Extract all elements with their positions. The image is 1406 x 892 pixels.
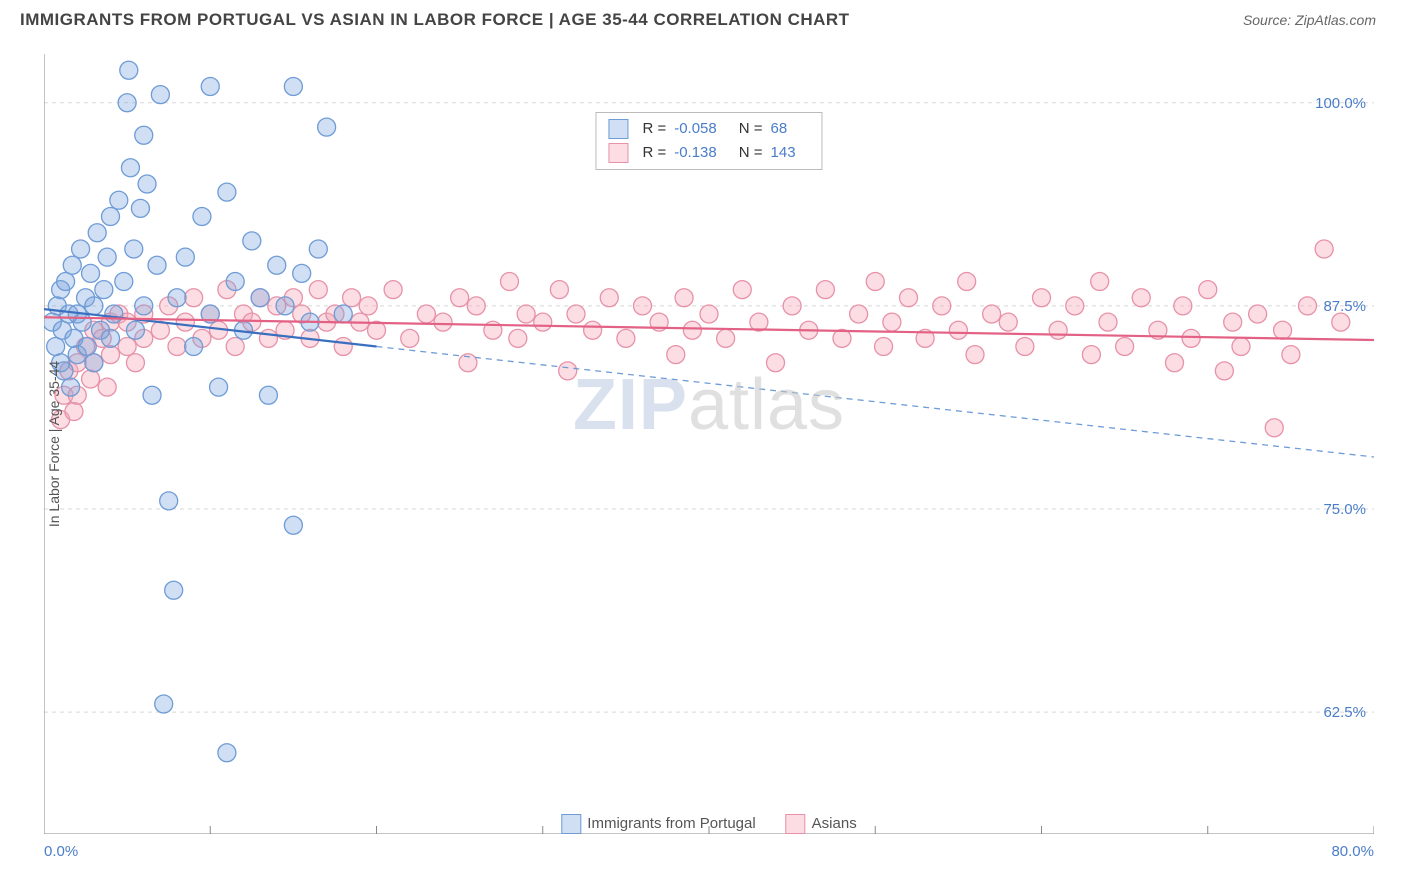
y-axis-label: In Labor Force | Age 35-44 <box>46 361 62 527</box>
x-axis-min-label: 0.0% <box>44 843 78 860</box>
y-tick-label: 100.0% <box>1315 95 1366 112</box>
legend-label: Asians <box>812 815 857 832</box>
legend-swatch <box>561 814 581 834</box>
y-tick-label: 62.5% <box>1323 704 1366 721</box>
legend-swatch <box>608 143 628 163</box>
source-attribution: Source: ZipAtlas.com <box>1243 12 1376 28</box>
n-label: N = <box>739 117 763 141</box>
r-value: -0.138 <box>674 141 717 165</box>
legend-swatch <box>786 814 806 834</box>
chart-title: IMMIGRANTS FROM PORTUGAL VS ASIAN IN LAB… <box>20 10 850 30</box>
x-axis-max-label: 80.0% <box>1331 843 1374 860</box>
legend-label: Immigrants from Portugal <box>587 815 755 832</box>
legend-swatch <box>608 119 628 139</box>
r-label: R = <box>642 141 666 165</box>
legend-item: Immigrants from Portugal <box>561 814 755 834</box>
r-value: -0.058 <box>674 117 717 141</box>
series-legend: Immigrants from Portugal Asians <box>561 814 856 834</box>
n-label: N = <box>739 141 763 165</box>
n-value: 68 <box>771 117 788 141</box>
y-tick-label: 75.0% <box>1323 501 1366 518</box>
n-value: 143 <box>771 141 796 165</box>
chart-svg: 62.5% 75.0% 87.5% 100.0% <box>44 54 1374 834</box>
legend-row: R = -0.138 N = 143 <box>608 141 809 165</box>
legend-item: Asians <box>786 814 857 834</box>
series-0 <box>44 61 352 762</box>
r-label: R = <box>642 117 666 141</box>
y-tick-label: 87.5% <box>1323 298 1366 315</box>
legend-row: R = -0.058 N = 68 <box>608 117 809 141</box>
correlation-legend: R = -0.058 N = 68 R = -0.138 N = 143 <box>595 112 822 170</box>
correlation-chart: In Labor Force | Age 35-44 62.5% 75.0% 87.… <box>44 54 1374 834</box>
